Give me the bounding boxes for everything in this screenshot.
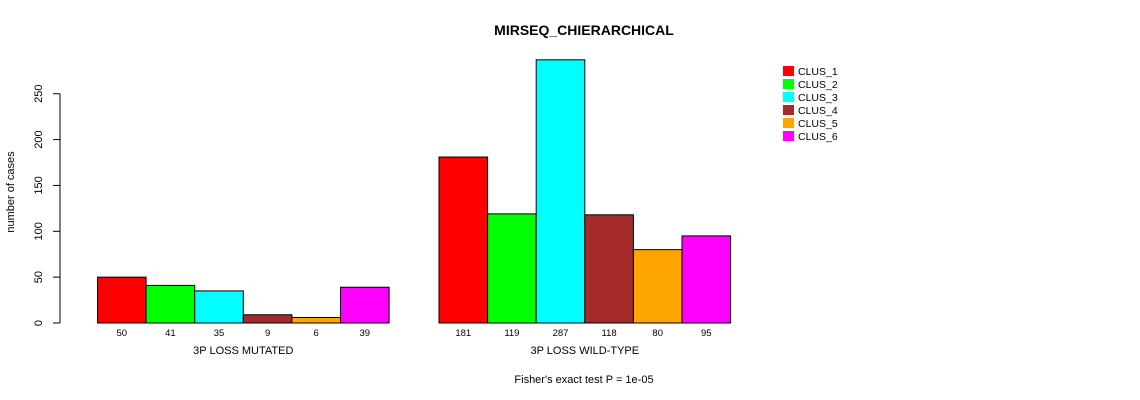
fisher-test-footnote: Fisher's exact test P = 1e-05 bbox=[514, 374, 653, 386]
y-tick-label: 100 bbox=[33, 222, 45, 240]
bar-value-label: 35 bbox=[214, 328, 225, 339]
bars bbox=[97, 59, 732, 324]
legend-swatch-clus-3 bbox=[783, 92, 794, 102]
bar-value-label: 181 bbox=[455, 328, 471, 339]
bar-clus-5-group-1 bbox=[291, 316, 341, 324]
bar-clus-1-group-1 bbox=[97, 276, 147, 324]
bar-clus-1-group-2 bbox=[438, 156, 489, 324]
legend-swatch-clus-5 bbox=[783, 118, 794, 128]
y-tick-label: 0 bbox=[33, 320, 45, 326]
group-labels: 3P LOSS MUTATED 3P LOSS WILD-TYPE bbox=[193, 345, 639, 357]
bar-clus-3-group-2 bbox=[535, 59, 586, 324]
bar-value-label: 39 bbox=[360, 328, 371, 339]
bar-value-label: 50 bbox=[117, 328, 128, 339]
bar-clus-4-group-2 bbox=[584, 214, 634, 324]
bar-clus-3-group-1 bbox=[194, 290, 244, 324]
bar-clus-5-group-2 bbox=[632, 249, 683, 324]
legend-label: CLUS_3 bbox=[798, 92, 838, 104]
bar-value-label: 118 bbox=[602, 328, 617, 339]
legend-label: CLUS_2 bbox=[798, 79, 838, 91]
value-labels: 50 41 35 9 6 39 181 119 287 118 80 95 bbox=[117, 328, 712, 339]
bar-clus-2-group-1 bbox=[145, 284, 196, 324]
y-tick-label: 50 bbox=[33, 271, 45, 283]
y-tick-label: 150 bbox=[33, 176, 45, 194]
y-tick-label: 250 bbox=[33, 85, 45, 103]
chart-title: MIRSEQ_CHIERARCHICAL bbox=[494, 22, 674, 38]
group-label: 3P LOSS WILD-TYPE bbox=[530, 345, 639, 357]
bar-value-label: 41 bbox=[165, 328, 176, 339]
bar-value-label: 9 bbox=[265, 328, 270, 339]
y-axis: 0 50 100 150 200 250 bbox=[33, 85, 61, 326]
y-axis-label: number of cases bbox=[5, 151, 17, 233]
bar-clus-6-group-2 bbox=[681, 235, 732, 324]
legend-swatch-clus-2 bbox=[783, 79, 794, 89]
bar-value-label: 95 bbox=[701, 328, 712, 339]
legend-label: CLUS_1 bbox=[798, 66, 838, 78]
bar-clus-6-group-1 bbox=[340, 286, 390, 324]
legend-label: CLUS_4 bbox=[798, 105, 838, 117]
bar-clus-2-group-2 bbox=[487, 213, 537, 324]
y-tick-label: 200 bbox=[33, 130, 45, 148]
legend-swatch-clus-6 bbox=[783, 131, 794, 141]
bar-value-label: 6 bbox=[314, 328, 319, 339]
legend-label: CLUS_5 bbox=[798, 118, 838, 130]
legend-swatch-clus-1 bbox=[783, 66, 794, 76]
legend-label: CLUS_6 bbox=[798, 131, 838, 143]
bar-value-label: 119 bbox=[504, 328, 519, 339]
group-label: 3P LOSS MUTATED bbox=[193, 345, 293, 357]
bar-value-label: 80 bbox=[652, 328, 663, 339]
legend-swatch-clus-4 bbox=[783, 105, 794, 115]
bar-value-label: 287 bbox=[553, 328, 569, 339]
bar-clus-4-group-1 bbox=[242, 314, 293, 324]
